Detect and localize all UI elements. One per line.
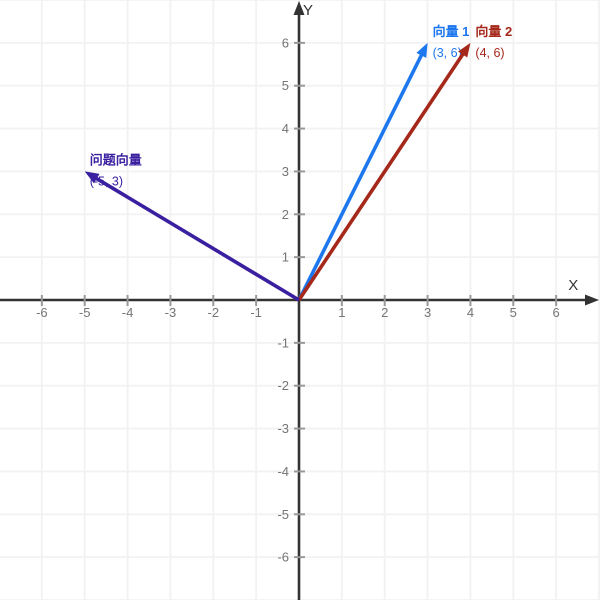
question-vector-coords-label: (-5, 3) bbox=[90, 174, 123, 188]
x-tick-label: -2 bbox=[208, 305, 220, 320]
x-tick-label: 1 bbox=[338, 305, 345, 320]
y-tick-label: 3 bbox=[282, 164, 289, 179]
vector-2[interactable] bbox=[297, 42, 471, 301]
x-tick-label: 5 bbox=[510, 305, 517, 320]
x-tick-label: 2 bbox=[381, 305, 388, 320]
y-tick-label: -4 bbox=[277, 464, 289, 479]
y-tick-label: -3 bbox=[277, 421, 289, 436]
x-tick-label: 4 bbox=[467, 305, 474, 320]
y-tick-label: -6 bbox=[277, 550, 289, 565]
question-vector[interactable] bbox=[84, 171, 300, 302]
y-tick-label: 1 bbox=[282, 250, 289, 265]
x-tick-label: 6 bbox=[553, 305, 560, 320]
vector-1-arrowhead-icon[interactable] bbox=[416, 42, 428, 58]
vector-2-line[interactable] bbox=[297, 47, 469, 301]
x-axis-label: X bbox=[568, 277, 578, 294]
y-tick-label: -1 bbox=[277, 335, 289, 350]
y-tick-label: 5 bbox=[282, 78, 289, 93]
y-axis-arrowhead-icon bbox=[293, 1, 305, 15]
question-vector-line[interactable] bbox=[89, 173, 300, 302]
x-tick-label: -4 bbox=[122, 305, 134, 320]
vector-1-line[interactable] bbox=[297, 48, 427, 301]
y-tick-label: 4 bbox=[282, 121, 289, 136]
question-vector-name-label: 问题向量 bbox=[90, 152, 142, 167]
x-tick-label: -5 bbox=[79, 305, 91, 320]
vector-1-coords-label: (3, 6) bbox=[433, 46, 462, 60]
y-tick-label: -2 bbox=[277, 378, 289, 393]
vector-1-name-label: 向量 1 bbox=[433, 24, 470, 39]
vector-2-name-label: 向量 2 bbox=[475, 24, 512, 39]
x-tick-label: -6 bbox=[36, 305, 48, 320]
y-axis-label: Y bbox=[303, 2, 313, 19]
y-tick-label: 2 bbox=[282, 207, 289, 222]
y-tick-label: -5 bbox=[277, 507, 289, 522]
x-tick-label: -3 bbox=[165, 305, 177, 320]
y-tick-label: 6 bbox=[282, 35, 289, 50]
vector-2-arrowhead-icon[interactable] bbox=[458, 42, 471, 58]
x-axis-arrowhead-icon bbox=[585, 294, 599, 306]
question-vector-arrowhead-icon[interactable] bbox=[84, 171, 100, 184]
x-tick-label: 3 bbox=[424, 305, 431, 320]
x-tick-label: -1 bbox=[250, 305, 262, 320]
vector-1[interactable] bbox=[297, 42, 428, 301]
vector-2-coords-label: (4, 6) bbox=[475, 46, 504, 60]
